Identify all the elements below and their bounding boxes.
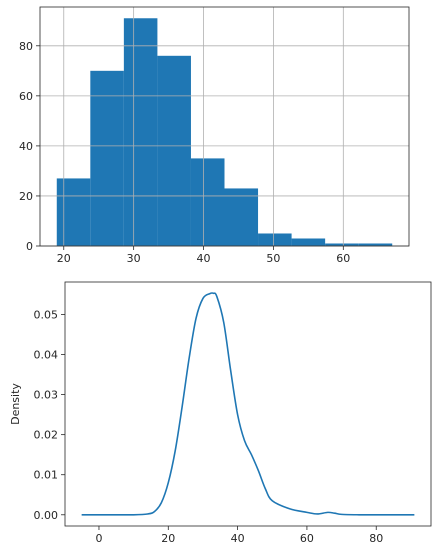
histogram-bar: [123, 18, 158, 246]
plot-frame: [39, 6, 410, 247]
histogram-bar: [358, 243, 393, 246]
y-tick-label: 0: [26, 240, 33, 253]
x-tick-label: 60: [300, 532, 314, 545]
y-tick-label: 0.05: [34, 308, 59, 321]
histogram-bar: [258, 233, 292, 246]
x-tick-label: 30: [127, 252, 141, 265]
histogram-bar: [224, 188, 259, 246]
plot-frame: [64, 281, 432, 527]
x-tick-label: 20: [161, 532, 175, 545]
y-tick-label: 0.03: [34, 389, 59, 402]
histogram-bar: [157, 55, 191, 246]
y-tick-label: 0.01: [34, 469, 59, 482]
histogram-bar: [56, 178, 91, 246]
y-tick-label: 20: [19, 190, 33, 203]
y-axis-label: Density: [9, 383, 22, 425]
y-tick-label: 40: [19, 140, 33, 153]
x-tick-label: 20: [57, 252, 71, 265]
x-tick-label: 40: [231, 532, 245, 545]
density-chart: 0 20 40 60 80 0.00 0.01 0.02 0.03 0.04 0.05 Density: [9, 281, 432, 545]
x-tick-label: 40: [197, 252, 211, 265]
y-tick-label: 0.04: [34, 349, 59, 362]
histogram-bar: [325, 243, 359, 246]
x-tick-label: 60: [336, 252, 350, 265]
x-tick-label: 50: [266, 252, 280, 265]
histogram-bar: [90, 70, 124, 246]
x-tick-label: 0: [95, 532, 102, 545]
y-tick-label: 0.00: [34, 509, 59, 522]
y-tick-label: 80: [19, 40, 33, 53]
histogram-chart: 20 30 40 50 60 0 20 40 60 80: [19, 6, 410, 265]
x-tick-label: 80: [369, 532, 383, 545]
y-tick-label: 0.02: [34, 429, 59, 442]
histogram-bar: [190, 158, 225, 246]
density-line: [81, 292, 415, 516]
y-tick-label: 60: [19, 90, 33, 103]
histogram-bar: [291, 238, 326, 246]
